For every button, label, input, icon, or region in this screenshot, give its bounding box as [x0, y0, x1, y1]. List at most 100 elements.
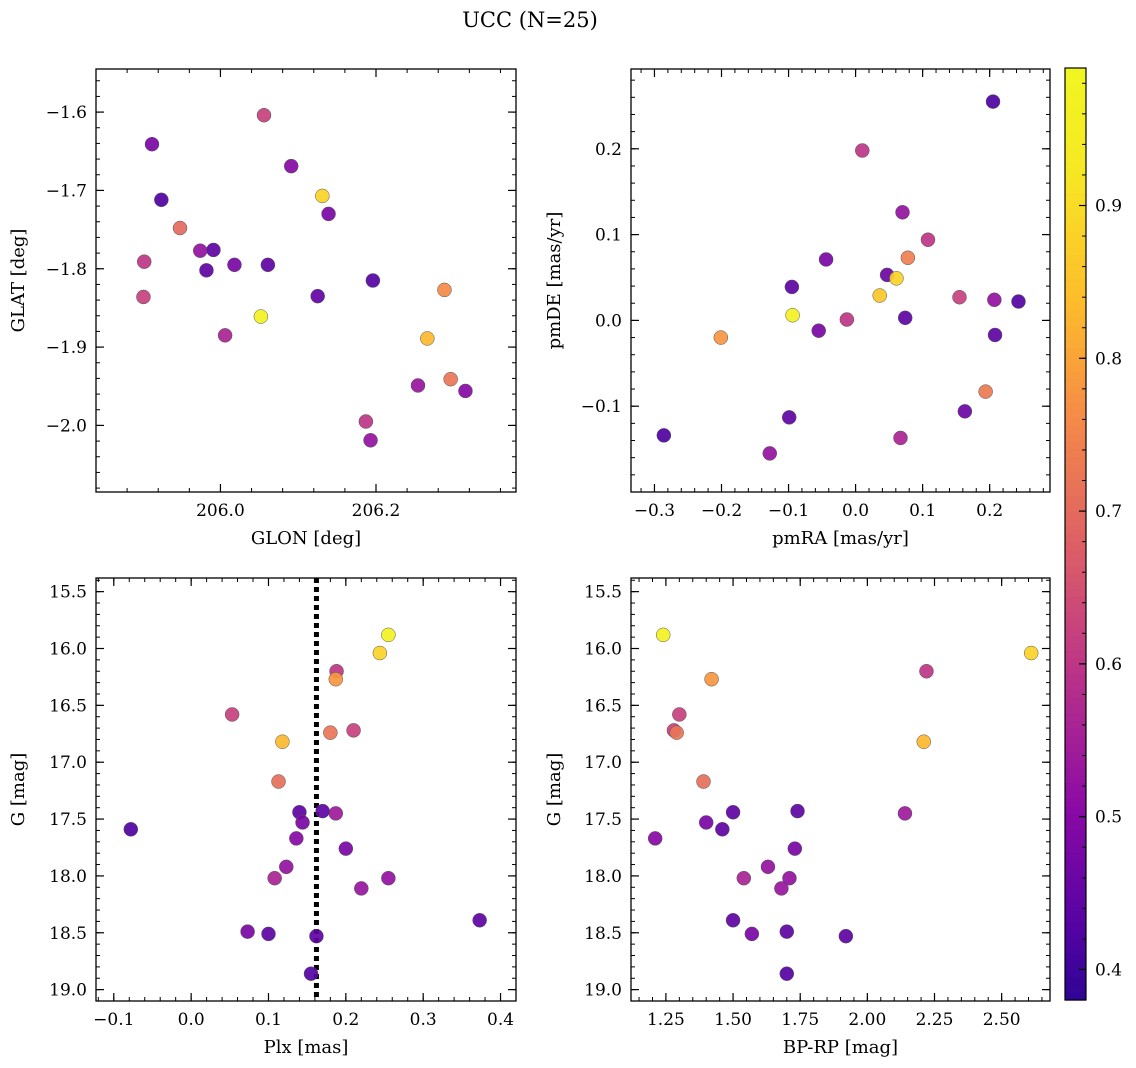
y-tick-label: 18.5 [584, 924, 622, 944]
data-point [354, 881, 369, 896]
data-point [696, 774, 711, 789]
colorbar-segment [1065, 91, 1086, 100]
colorbar-segment [1065, 945, 1086, 954]
colorbar-segment [1065, 510, 1086, 520]
data-point [736, 870, 752, 886]
y-tick-label: 17.0 [584, 753, 622, 773]
colorbar-segment [1065, 316, 1086, 325]
colorbar-segment [1065, 899, 1086, 908]
y-tick-label: 0.1 [595, 226, 622, 246]
colorbar-segment [1065, 728, 1086, 737]
colorbar-segment [1065, 930, 1086, 939]
data-point [437, 282, 452, 298]
data-point [192, 243, 208, 258]
colorbar-segment [1065, 922, 1086, 931]
y-axis-label: G [mag] [8, 753, 29, 826]
colorbar-segment [1065, 246, 1086, 255]
data-point [774, 881, 789, 896]
data-point [900, 250, 916, 266]
data-point [472, 913, 487, 928]
colorbar-segment [1065, 634, 1086, 644]
colorbar-segment [1065, 565, 1086, 574]
colorbar-segment [1065, 479, 1086, 488]
x-tick-label: 206.2 [352, 501, 401, 521]
colorbar-segment [1065, 83, 1086, 92]
y-tick-label: 17.5 [49, 810, 87, 830]
y-axis-label: G [mag] [544, 753, 565, 826]
data-point [458, 383, 473, 399]
colorbar-segment [1065, 370, 1086, 380]
data-point [715, 822, 730, 837]
data-point [328, 806, 344, 821]
x-tick-label: −0.1 [93, 1010, 134, 1030]
colorbar-segment [1065, 735, 1086, 745]
y-tick-label: −1.8 [46, 260, 87, 280]
colorbar-segment [1065, 937, 1086, 947]
x-tick-label: 206.0 [196, 501, 245, 521]
colorbar-segment [1065, 627, 1086, 636]
x-axis-label: pmRA [mas/yr] [772, 528, 909, 549]
x-tick-label: 2.25 [916, 1010, 954, 1030]
data-point [123, 822, 139, 837]
data-point [358, 414, 374, 429]
colorbar-segment [1065, 821, 1086, 830]
colorbar-segment [1065, 743, 1086, 753]
colorbar-segment [1065, 984, 1086, 993]
colorbar-segment [1065, 285, 1086, 294]
data-point [779, 924, 795, 939]
data-point [279, 859, 294, 875]
data-point [315, 188, 330, 204]
data-point [790, 803, 805, 819]
data-point [893, 430, 908, 446]
colorbar-segment [1065, 184, 1086, 193]
colorbar-segment [1065, 712, 1086, 721]
data-point [785, 307, 800, 323]
x-axis-label: Plx [mas] [264, 1037, 349, 1058]
colorbar-segment [1065, 456, 1086, 465]
data-point [669, 725, 684, 740]
colorbar-segment [1065, 425, 1086, 434]
colorbar-segment [1065, 433, 1086, 442]
colorbar-segment [1065, 464, 1086, 473]
colorbar-segment [1065, 526, 1086, 535]
colorbar-segment [1065, 417, 1086, 426]
data-point [381, 870, 396, 886]
data-point [889, 271, 904, 286]
colorbar-segment [1065, 580, 1086, 589]
data-point [897, 806, 913, 821]
colorbar-segment [1065, 440, 1086, 450]
y-tick-label: 18.0 [584, 867, 622, 887]
y-tick-label: 16.0 [584, 640, 622, 660]
figure-title: UCC (N=25) [462, 8, 598, 32]
colorbar-segment [1065, 852, 1086, 861]
x-tick-label: 1.25 [647, 1010, 685, 1030]
data-point [346, 723, 361, 738]
colorbar-segment [1065, 487, 1086, 496]
panels: 206.0 206.2 −1.6 −1.7 −1.8 −1.9 −2.0 GLON [deg]… [8, 68, 1051, 1058]
colorbar-segment [1065, 673, 1086, 683]
data-point [987, 292, 1002, 308]
data-point [328, 671, 344, 687]
x-axis-label: BP-RP [mag] [783, 1037, 898, 1058]
data-point [365, 273, 381, 288]
data-point [271, 774, 286, 789]
data-point [267, 870, 282, 886]
data-point [381, 627, 396, 643]
data-point [315, 803, 330, 819]
data-point [818, 252, 834, 267]
colorbar-segment [1065, 200, 1086, 209]
x-tick-label: 0.3 [410, 1010, 437, 1030]
y-tick-label: 0.0 [595, 311, 622, 331]
data-point [760, 859, 776, 875]
colorbar-segment [1065, 557, 1086, 566]
colorbar-segment [1065, 137, 1086, 147]
colorbar-segment [1065, 704, 1086, 714]
data-point [704, 671, 719, 687]
colorbar-segment [1065, 798, 1086, 807]
y-tick-label: −0.1 [581, 397, 622, 417]
data-point [1023, 645, 1039, 661]
y-axis-label: GLAT [deg] [8, 229, 29, 333]
y-tick-label: −1.9 [46, 338, 87, 358]
y-tick-label: −1.6 [46, 103, 87, 123]
colorbar-segment [1065, 689, 1086, 698]
